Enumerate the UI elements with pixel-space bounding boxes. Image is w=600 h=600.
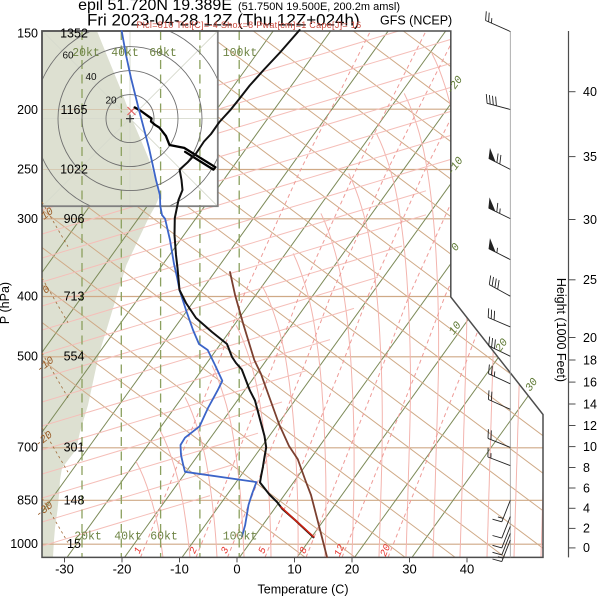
svg-text:20kt: 20kt — [72, 47, 100, 60]
svg-text:20: 20 — [105, 96, 117, 107]
svg-text:20: 20 — [379, 543, 394, 558]
svg-text:40: 40 — [460, 562, 474, 577]
svg-text:301: 301 — [64, 441, 85, 455]
svg-text:100kt: 100kt — [223, 47, 258, 60]
svg-text:14: 14 — [583, 397, 597, 411]
svg-text:40kt: 40kt — [111, 47, 139, 60]
svg-text:4: 4 — [583, 502, 590, 516]
svg-text:554: 554 — [64, 350, 85, 364]
svg-text:12: 12 — [333, 543, 348, 558]
svg-text:60kt: 60kt — [149, 47, 177, 60]
svg-text:Plcl=810 Tlcl[C]=-4 Shox=8 Pwa: Plcl=810 Tlcl[C]=-4 Shox=8 Pwat[cm]=1 Ca… — [137, 20, 362, 30]
svg-text:200: 200 — [17, 103, 38, 117]
svg-text:-10: -10 — [170, 562, 189, 577]
svg-text:1: 1 — [133, 546, 145, 556]
svg-text:10: 10 — [583, 440, 597, 454]
svg-text:148: 148 — [64, 494, 85, 508]
svg-text:300: 300 — [17, 212, 38, 226]
svg-text:250: 250 — [17, 163, 38, 177]
svg-text:Temperature (C): Temperature (C) — [258, 583, 349, 597]
svg-text:25: 25 — [583, 273, 597, 287]
svg-text:1022: 1022 — [60, 163, 88, 177]
svg-text:1352: 1352 — [60, 26, 88, 40]
svg-text:8: 8 — [298, 546, 310, 556]
svg-text:Height (1000 Feet): Height (1000 Feet) — [554, 278, 568, 382]
svg-text:0: 0 — [583, 541, 590, 555]
svg-text:20kt: 20kt — [74, 531, 102, 544]
svg-text:850: 850 — [17, 494, 38, 508]
svg-text:8: 8 — [583, 461, 590, 475]
svg-text:700: 700 — [17, 441, 38, 455]
svg-text:5: 5 — [257, 546, 269, 556]
svg-text:16: 16 — [583, 375, 597, 389]
svg-text:-30: -30 — [55, 562, 74, 577]
svg-text:epil 51.720N 19.389E: epil 51.720N 19.389E — [78, 0, 232, 14]
svg-text:15: 15 — [67, 537, 81, 551]
svg-text:60kt: 60kt — [150, 531, 178, 544]
svg-text:906: 906 — [64, 212, 85, 226]
svg-text:-20: -20 — [113, 562, 132, 577]
svg-text:12: 12 — [583, 419, 597, 433]
svg-text:35: 35 — [583, 150, 597, 164]
svg-text:100kt: 100kt — [223, 531, 258, 544]
svg-text:40: 40 — [583, 85, 597, 99]
svg-text:1000: 1000 — [10, 537, 38, 551]
svg-text:6: 6 — [583, 481, 590, 495]
svg-text:30: 30 — [583, 213, 597, 227]
svg-text:20: 20 — [583, 331, 597, 345]
svg-text:40: 40 — [85, 72, 97, 83]
svg-text:18: 18 — [583, 353, 597, 367]
svg-text:10: 10 — [287, 562, 301, 577]
svg-text:(51.750N 19.500E, 200.2m amsl): (51.750N 19.500E, 200.2m amsl) — [238, 1, 400, 13]
svg-text:30: 30 — [402, 562, 416, 577]
svg-text:713: 713 — [64, 290, 85, 304]
svg-text:20: 20 — [345, 562, 359, 577]
svg-text:1165: 1165 — [61, 103, 88, 117]
svg-text:2: 2 — [188, 546, 200, 556]
svg-text:150: 150 — [17, 26, 38, 40]
svg-text:40kt: 40kt — [114, 531, 142, 544]
svg-text:3: 3 — [220, 546, 232, 556]
svg-text:60: 60 — [62, 51, 74, 62]
svg-text:2: 2 — [583, 522, 590, 536]
svg-text:0: 0 — [233, 562, 240, 577]
svg-text:500: 500 — [17, 350, 38, 364]
svg-text:GFS (NCEP): GFS (NCEP) — [380, 14, 452, 28]
svg-text:P (hPa): P (hPa) — [0, 282, 12, 324]
svg-text:400: 400 — [17, 290, 38, 304]
svg-text:Fri 2023-04-28 12Z (Thu 12Z+02: Fri 2023-04-28 12Z (Thu 12Z+024h) — [87, 10, 360, 29]
